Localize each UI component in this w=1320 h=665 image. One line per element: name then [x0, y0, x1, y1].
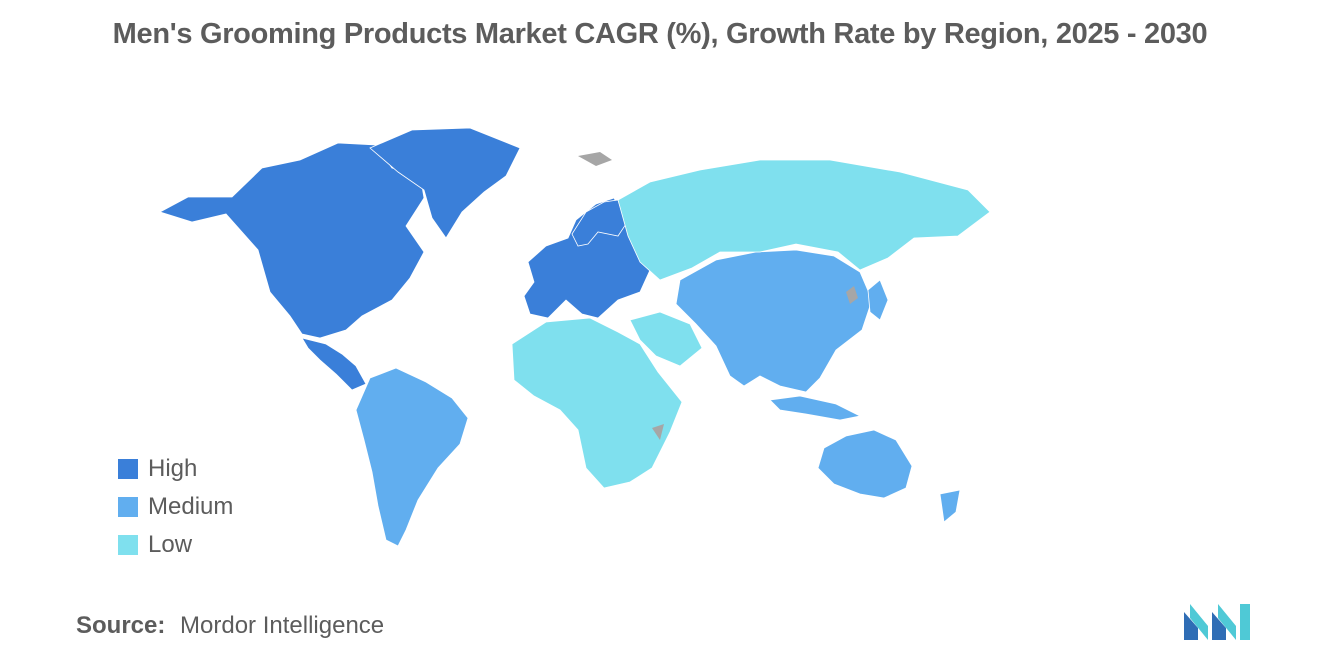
- legend-swatch-low: [118, 535, 138, 555]
- legend-label-low: Low: [148, 531, 193, 558]
- no-data-shape-2: [652, 424, 664, 440]
- mordor-logo-icon: [1184, 604, 1250, 640]
- no-data-shape-1: [846, 286, 858, 304]
- region-south-america: [355, 367, 469, 547]
- no-data-shape-0: [578, 152, 612, 166]
- region-shape-north-america-2: [369, 127, 521, 239]
- region-shape-north-america-0: [158, 142, 425, 339]
- region-shape-north-america-1: [301, 337, 367, 391]
- legend-swatch-medium: [118, 497, 138, 517]
- region-europe: [523, 197, 651, 319]
- legend-item-low: Low: [118, 526, 233, 564]
- legend-label-medium: Medium: [148, 493, 234, 520]
- legend-swatch-high: [118, 459, 138, 479]
- region-shape-asia-pacific-1: [817, 429, 913, 499]
- region-russia-and-central-asia: [617, 159, 991, 281]
- region-shape-asia-pacific-3: [769, 395, 862, 421]
- source-value: Mordor Intelligence: [180, 612, 385, 639]
- chart-title: Men's Grooming Products Market CAGR (%),…: [112, 18, 1208, 50]
- region-shape-europe-1: [571, 199, 627, 247]
- region-shape-asia-pacific-2: [867, 279, 889, 321]
- legend-item-medium: Medium: [118, 488, 233, 526]
- region-shape-middle-east-and-africa-1: [629, 311, 703, 367]
- region-north-america: [158, 127, 521, 391]
- region-shape-russia-and-central-asia-0: [617, 159, 991, 281]
- region-middle-east-and-africa: [511, 311, 703, 489]
- region-shape-middle-east-and-africa-0: [511, 317, 683, 489]
- legend-item-high: High: [118, 450, 233, 488]
- region-shape-asia-pacific-0: [675, 249, 873, 393]
- region-asia-pacific: [675, 249, 961, 523]
- source-line: Source: Mordor Intelligence: [76, 612, 384, 640]
- source-label: Source:: [76, 612, 166, 639]
- legend-label-high: High: [148, 455, 198, 482]
- region-shape-asia-pacific-4: [939, 489, 961, 523]
- legend: High Medium Low: [118, 450, 233, 564]
- region-shape-south-america-0: [355, 367, 469, 547]
